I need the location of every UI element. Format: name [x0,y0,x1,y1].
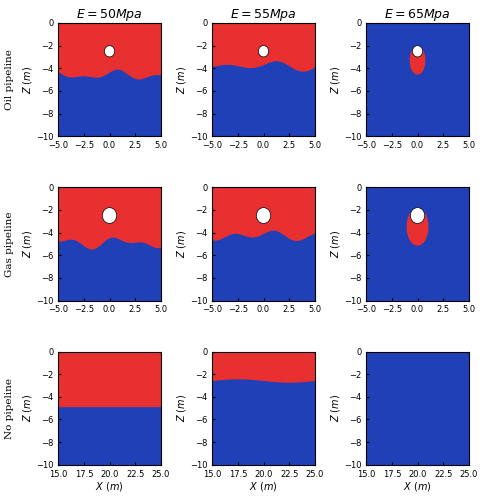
Polygon shape [407,209,427,245]
Title: $E = 55Mpa$: $E = 55Mpa$ [230,7,296,23]
Polygon shape [409,46,424,74]
Circle shape [256,208,270,224]
X-axis label: $X$ $(m)$: $X$ $(m)$ [95,480,123,493]
Text: Gas pipeline: Gas pipeline [5,211,14,276]
Y-axis label: $Z$ $(m)$: $Z$ $(m)$ [175,394,188,422]
Circle shape [258,46,268,57]
X-axis label: $X$ $(m)$: $X$ $(m)$ [249,480,277,493]
Circle shape [409,208,424,224]
Y-axis label: $Z$ $(m)$: $Z$ $(m)$ [329,230,342,258]
Y-axis label: $Z$ $(m)$: $Z$ $(m)$ [175,230,188,258]
Y-axis label: $Z$ $(m)$: $Z$ $(m)$ [175,66,188,94]
Title: $E = 50Mpa$: $E = 50Mpa$ [76,7,143,23]
Circle shape [102,208,117,224]
Title: $E = 65Mpa$: $E = 65Mpa$ [383,7,450,23]
Y-axis label: $Z$ $(m)$: $Z$ $(m)$ [21,66,34,94]
Text: No pipeline: No pipeline [5,378,14,438]
Y-axis label: $Z$ $(m)$: $Z$ $(m)$ [329,394,342,422]
Circle shape [411,46,422,57]
Text: Oil pipeline: Oil pipeline [5,49,14,110]
X-axis label: $X$ $(m)$: $X$ $(m)$ [403,480,431,493]
Circle shape [104,46,114,57]
Y-axis label: $Z$ $(m)$: $Z$ $(m)$ [21,230,34,258]
Y-axis label: $Z$ $(m)$: $Z$ $(m)$ [21,394,34,422]
Y-axis label: $Z$ $(m)$: $Z$ $(m)$ [329,66,342,94]
